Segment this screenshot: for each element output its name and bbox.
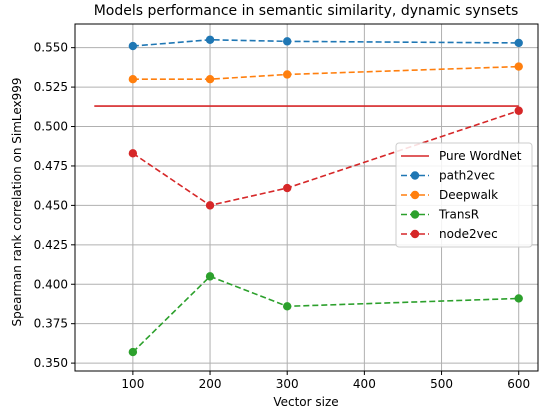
x-tick-label: 100: [121, 377, 144, 391]
series-group: [128, 35, 523, 357]
legend: Pure WordNet path2vec Deepwalk TransR node2v…: [395, 142, 533, 248]
data-point-path2vec: [283, 37, 292, 46]
y-axis-label: Spearman rank correlation on SimLex999: [10, 77, 24, 326]
data-point-transr: [128, 347, 138, 357]
data-point-deepwalk: [205, 75, 215, 84]
series-line-transr: [132, 275, 519, 353]
data-point-path2vec: [128, 41, 138, 51]
data-point-node2vec: [514, 106, 523, 115]
y-tick-label: 0.550: [34, 41, 68, 55]
x-tick-label: 200: [199, 377, 222, 391]
x-axis-ticks: 100 200 300 400 500 600: [121, 371, 530, 391]
legend-entry-transr: TransR: [401, 208, 479, 222]
legend-label: path2vec: [439, 169, 495, 183]
legend-label: TransR: [438, 208, 479, 222]
legend-entry-node2vec: node2vec: [401, 227, 498, 241]
legend-label: node2vec: [439, 227, 498, 241]
legend-marker: [410, 229, 420, 239]
series-line-node2vec: [132, 109, 519, 207]
legend-entry-deepwalk: Deepwalk: [401, 188, 498, 202]
y-tick-label: 0.475: [34, 159, 68, 173]
data-point-transr: [283, 302, 292, 311]
y-tick-label: 0.350: [34, 356, 68, 370]
series-path2vec: [128, 35, 523, 51]
y-tick-label: 0.500: [34, 120, 68, 134]
y-tick-label: 0.450: [34, 198, 68, 212]
data-point-node2vec: [205, 201, 215, 210]
data-point-transr: [514, 294, 523, 303]
x-tick-label: 300: [276, 377, 299, 391]
data-point-deepwalk: [283, 70, 292, 79]
plot-frame: [74, 23, 539, 372]
x-tick-label: 600: [507, 377, 530, 391]
y-tick-label: 0.400: [34, 277, 68, 291]
data-point-transr: [205, 272, 215, 281]
x-tick-label: 400: [353, 377, 376, 391]
data-point-path2vec: [514, 38, 523, 48]
legend-entry-path2vec: path2vec: [401, 169, 495, 183]
x-tick-label: 500: [430, 377, 453, 391]
legend-marker: [410, 190, 420, 200]
legend-box: [395, 142, 533, 248]
y-tick-label: 0.425: [34, 238, 68, 252]
legend-marker: [410, 171, 420, 180]
legend-label: Deepwalk: [439, 188, 498, 202]
x-axis-label: Vector size: [273, 395, 338, 409]
series-transr: [128, 272, 523, 357]
y-tick-label: 0.375: [34, 317, 68, 331]
y-axis-ticks: 0.350 0.375 0.400 0.425 0.450 0.475 0.500 0.525…: [34, 41, 75, 370]
legend-entry-pure-wordnet: Pure WordNet: [401, 149, 522, 163]
data-point-node2vec: [128, 149, 138, 158]
data-point-path2vec: [205, 35, 215, 44]
data-point-deepwalk: [128, 75, 138, 84]
data-point-deepwalk: [514, 62, 523, 71]
legend-label: Pure WordNet: [439, 149, 522, 163]
series-node2vec: [128, 106, 523, 210]
series-deepwalk: [128, 62, 523, 84]
legend-marker: [410, 210, 420, 219]
chart-title: Models performance in semantic similarit…: [94, 3, 519, 19]
series-line-path2vec: [132, 38, 519, 47]
y-tick-label: 0.525: [34, 80, 68, 94]
series-line-deepwalk: [132, 65, 519, 80]
data-point-node2vec: [283, 183, 292, 193]
